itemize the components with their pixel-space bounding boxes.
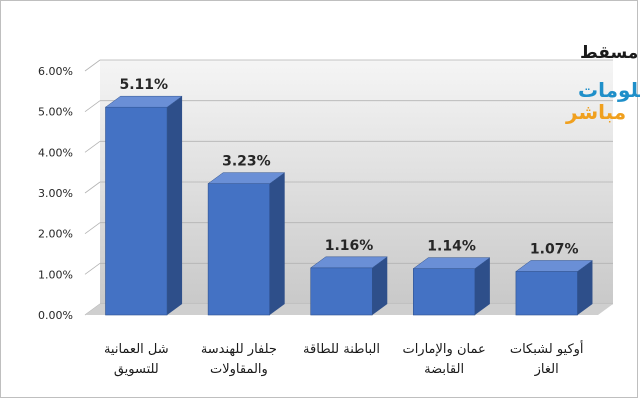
category-label: القابضة xyxy=(424,362,464,377)
data-label: 1.14% xyxy=(427,239,476,255)
bar-front xyxy=(310,267,373,316)
logo: معلومات مباشر xyxy=(565,78,640,124)
bar xyxy=(309,256,389,316)
bar-side xyxy=(269,172,285,315)
bar-top xyxy=(412,257,491,269)
data-label: 3.23% xyxy=(222,154,271,170)
y-tick-label: 3.00% xyxy=(38,187,73,200)
y-tick-label: 5.00% xyxy=(38,106,73,119)
bar xyxy=(515,260,594,316)
gridline-diag xyxy=(84,100,101,112)
chart-title: أكثر 5 أسهم رابحة ببورصة مسقط xyxy=(580,41,640,63)
category-label: عمان والإمارات xyxy=(402,342,485,357)
category-label: جلفار للهندسة xyxy=(201,342,277,357)
bar-side xyxy=(577,260,593,315)
y-tick-label: 2.00% xyxy=(38,228,73,241)
logo-line1: معلومات xyxy=(578,78,640,102)
category-label: شل العمانية xyxy=(104,342,169,357)
category-label: الغاز xyxy=(534,362,559,377)
bar-side xyxy=(372,256,388,315)
data-label: 5.11% xyxy=(120,77,169,93)
y-tick-label: 0.00% xyxy=(38,309,73,322)
bar-front xyxy=(515,271,578,316)
category-label: للتسويق xyxy=(114,362,159,377)
gridline-diag xyxy=(84,181,101,194)
category-label: الباطنة للطاقة xyxy=(303,342,380,357)
y-tick-label: 4.00% xyxy=(38,146,73,159)
y-tick-label: 6.00% xyxy=(38,65,73,78)
bar-front xyxy=(413,268,476,316)
bar xyxy=(104,95,183,316)
bar-front xyxy=(105,106,168,316)
gridline-diag xyxy=(84,222,101,234)
y-tick-label: 1.00% xyxy=(38,268,73,281)
gridline-diag xyxy=(84,263,101,275)
bar-top xyxy=(309,256,389,269)
logo-line2: مباشر xyxy=(565,100,626,124)
bar-side xyxy=(167,96,183,316)
bar xyxy=(412,257,491,316)
bar xyxy=(207,172,286,316)
data-label: 1.07% xyxy=(530,241,579,257)
bar-top xyxy=(515,260,594,272)
gridline-diag xyxy=(84,59,101,72)
category-label: أوكيو لشبكات xyxy=(510,340,584,357)
bar-side xyxy=(474,257,490,315)
gridline-diag xyxy=(84,141,101,153)
data-label: 1.16% xyxy=(325,238,374,254)
bar-front xyxy=(207,183,270,316)
bar-top xyxy=(104,95,183,108)
category-label: والمقاولات xyxy=(210,362,268,377)
bar-top xyxy=(207,172,286,184)
